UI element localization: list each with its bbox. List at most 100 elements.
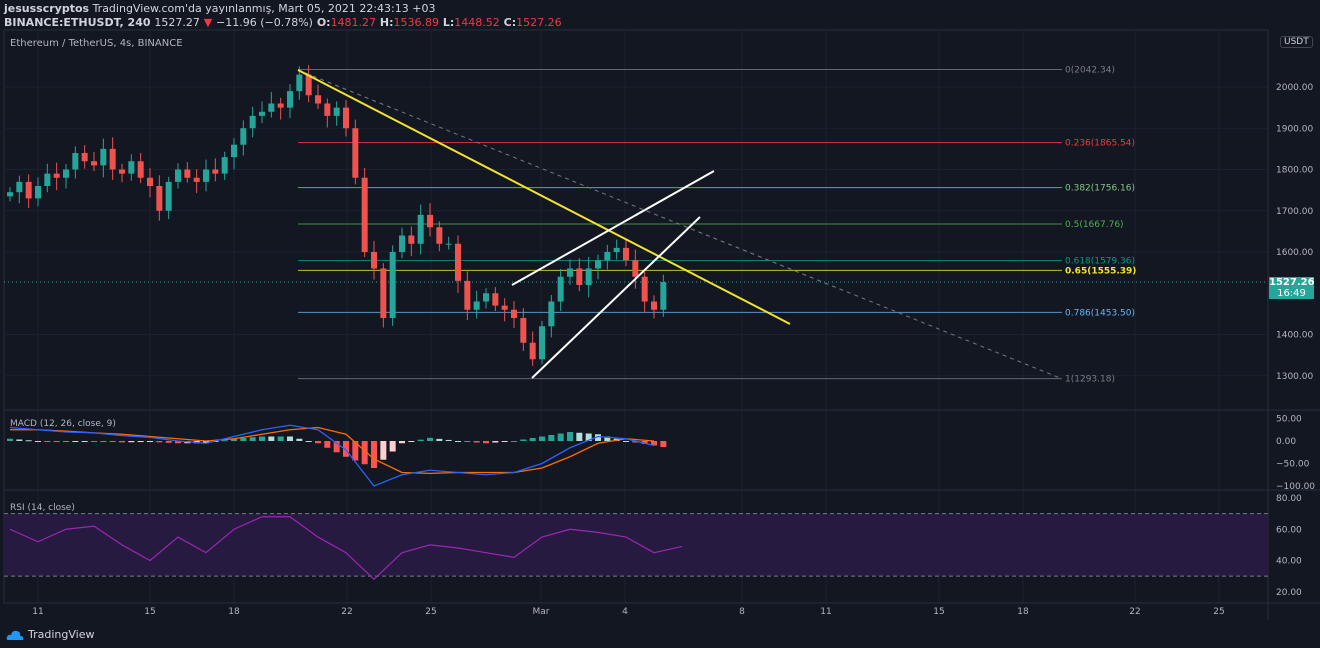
macd-histogram-bar <box>595 434 601 441</box>
low-label: L: <box>442 16 455 29</box>
candle-body <box>660 282 667 310</box>
badge-countdown: 16:49 <box>1277 288 1306 299</box>
macd-histogram-bar <box>287 436 293 441</box>
candle-body <box>417 214 424 244</box>
brand-name: TradingView <box>28 628 95 641</box>
author[interactable]: jesusscryptos <box>4 2 90 15</box>
candle-body <box>109 148 116 170</box>
macd-histogram-bar <box>511 441 517 442</box>
candle-body <box>63 169 69 178</box>
candle-body <box>333 107 340 116</box>
candle-body <box>343 107 349 129</box>
candle-body <box>231 144 237 158</box>
tradingview-logo[interactable]: TradingView <box>6 628 94 641</box>
fib-level-label: 0.618(1579.36) <box>1065 257 1135 267</box>
yellow-trendline <box>297 69 791 325</box>
macd-title: MACD (12, 26, close, 9) <box>10 419 116 429</box>
publish-info: jesusscryptos TradingView.com'da yayınla… <box>4 2 435 15</box>
macd-histogram-bar <box>632 441 639 443</box>
symbol: BINANCE:ETHUSDT, 240 <box>4 16 151 29</box>
macd-histogram-bar <box>203 441 209 444</box>
macd-histogram-bar <box>492 441 499 443</box>
fib-level-label: 0.65(1555.39) <box>1065 266 1136 276</box>
candle-body <box>287 91 293 108</box>
macd-histogram-bar <box>623 441 629 442</box>
macd-tick: −100.00 <box>1276 482 1315 492</box>
fib-level-label: 0(2042.34) <box>1065 66 1115 76</box>
candle-body <box>380 268 387 318</box>
macd-histogram-bar <box>72 441 79 442</box>
time-tick: 18 <box>228 607 240 617</box>
candle-body <box>128 161 135 174</box>
price-tick: 1700.00 <box>1276 207 1313 217</box>
time-tick: 18 <box>1017 607 1029 617</box>
candle-body <box>268 103 275 112</box>
time-tick: 4 <box>622 607 628 617</box>
candle-body <box>165 181 172 211</box>
macd-histogram-bar <box>35 441 41 442</box>
macd-line <box>9 424 655 487</box>
candle-body <box>81 153 88 162</box>
macd-histogram-bar <box>399 441 405 444</box>
macd-histogram-bar <box>567 432 573 441</box>
macd-histogram-bar <box>501 441 508 442</box>
macd-histogram-bar <box>520 439 527 441</box>
candle-body <box>557 276 564 302</box>
candle-body <box>483 293 489 302</box>
candle-body <box>259 111 265 116</box>
candle-body <box>44 173 51 186</box>
time-tick: 11 <box>32 607 43 617</box>
candle-body <box>595 260 601 269</box>
candle-body <box>501 305 508 310</box>
candle-body <box>604 252 611 261</box>
published-text: TradingView.com'da yayınlanmış, Mart 05,… <box>92 2 436 15</box>
macd-histogram-bar <box>221 440 228 442</box>
candle-body <box>100 148 107 166</box>
candle-body <box>277 103 284 108</box>
candle-body <box>119 169 125 174</box>
macd-histogram-bar <box>352 441 359 461</box>
candle-body <box>203 169 209 182</box>
macd-histogram-bar <box>473 441 480 443</box>
time-tick: 25 <box>425 607 436 617</box>
candle-body <box>529 342 536 360</box>
macd-tick: −50.00 <box>1276 460 1310 470</box>
macd-histogram-bar <box>91 441 97 442</box>
macd-histogram-bar <box>128 441 135 443</box>
price-tick: 2000.00 <box>1276 83 1313 93</box>
candle-body <box>427 214 433 228</box>
macd-histogram-bar <box>175 441 181 444</box>
candle-body <box>623 247 629 261</box>
open-value: 1481.27 <box>330 16 377 29</box>
macd-histogram-bar <box>53 441 60 442</box>
channel-lower-line <box>531 216 701 379</box>
change: −11.96 (−0.78%) <box>216 16 313 29</box>
down-arrow-icon: ▼ <box>203 16 213 29</box>
candle-body <box>651 301 657 310</box>
candle-body <box>585 268 592 285</box>
candle-body <box>137 161 144 178</box>
candle-body <box>184 169 191 178</box>
dashed-trendline <box>297 69 1061 379</box>
macd-histogram-bar <box>371 441 377 468</box>
badge-price: 1527.26 <box>1269 277 1315 288</box>
macd-histogram-bar <box>44 441 51 442</box>
macd-histogram-bar <box>557 433 564 441</box>
candle-body <box>548 301 555 327</box>
candle-body <box>156 186 163 211</box>
macd-histogram-bar <box>660 441 667 447</box>
fib-level-label: 1(1293.18) <box>1065 375 1115 385</box>
price-tick: 1800.00 <box>1276 166 1313 176</box>
macd-histogram-bar <box>25 440 32 442</box>
time-tick: 15 <box>144 607 155 617</box>
macd-histogram-bar <box>249 437 256 441</box>
macd-histogram-bar <box>100 441 107 442</box>
macd-histogram-bar <box>147 441 153 442</box>
candle-body <box>147 177 153 186</box>
currency-label[interactable]: USDT <box>1280 36 1313 48</box>
candle-body <box>641 276 648 302</box>
low-value: 1448.52 <box>454 16 500 29</box>
macd-histogram-bar <box>296 438 303 441</box>
macd-histogram-bar <box>231 438 237 441</box>
